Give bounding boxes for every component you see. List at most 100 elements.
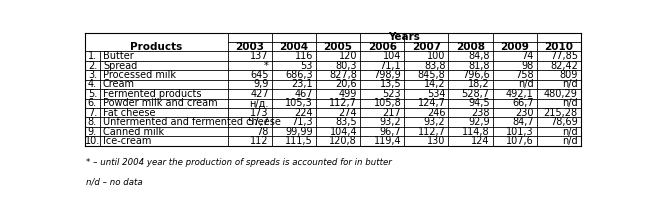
Text: 124,7: 124,7: [417, 98, 445, 108]
Text: 120,8: 120,8: [329, 136, 357, 146]
Text: 2008: 2008: [456, 42, 485, 52]
Text: 645: 645: [250, 70, 269, 80]
Text: 480,29: 480,29: [544, 89, 578, 99]
Text: 4.: 4.: [88, 79, 97, 89]
Text: 528,7: 528,7: [461, 89, 490, 99]
Text: 2010: 2010: [544, 42, 573, 52]
Text: 84,7: 84,7: [512, 117, 534, 127]
Text: 238: 238: [471, 108, 490, 118]
Text: 8.: 8.: [88, 117, 97, 127]
Text: 105,8: 105,8: [373, 98, 401, 108]
Text: 66,7: 66,7: [512, 98, 534, 108]
Text: 2007: 2007: [411, 42, 441, 52]
Text: 215,28: 215,28: [543, 108, 578, 118]
Text: 5.: 5.: [88, 89, 97, 99]
Text: 10.: 10.: [85, 136, 100, 146]
Text: 93,2: 93,2: [424, 117, 445, 127]
Text: 107,6: 107,6: [506, 136, 534, 146]
Text: 74: 74: [521, 51, 534, 61]
Text: 217: 217: [382, 108, 401, 118]
Text: 112: 112: [250, 136, 269, 146]
Text: 83,5: 83,5: [336, 117, 357, 127]
Text: Products: Products: [130, 42, 182, 52]
Text: 84,8: 84,8: [468, 51, 490, 61]
Text: n/d: n/d: [562, 136, 578, 146]
Text: 6.: 6.: [88, 98, 97, 108]
Text: n/d – no data: n/d – no data: [86, 178, 142, 187]
Text: 112,7: 112,7: [329, 98, 357, 108]
Text: 274: 274: [338, 108, 357, 118]
Text: 246: 246: [427, 108, 445, 118]
Text: Butter: Butter: [103, 51, 134, 61]
Text: 845,8: 845,8: [418, 70, 445, 80]
Text: 9.: 9.: [88, 127, 97, 137]
Text: 2005: 2005: [324, 42, 353, 52]
Text: 99,99: 99,99: [285, 127, 313, 137]
Text: 2.: 2.: [88, 60, 97, 71]
Text: 9,9: 9,9: [254, 79, 269, 89]
Text: Years: Years: [388, 32, 421, 42]
Text: 92,9: 92,9: [468, 117, 490, 127]
Text: 83,8: 83,8: [424, 60, 445, 71]
Text: 124: 124: [471, 136, 490, 146]
Text: 224: 224: [294, 108, 313, 118]
Text: 77,85: 77,85: [550, 51, 578, 61]
Text: 492,1: 492,1: [506, 89, 534, 99]
Text: Fat cheese: Fat cheese: [103, 108, 155, 118]
Text: 81,8: 81,8: [468, 60, 490, 71]
Text: 809: 809: [560, 70, 578, 80]
Text: 796,6: 796,6: [462, 70, 490, 80]
Text: Spread: Spread: [103, 60, 137, 71]
Text: 104,4: 104,4: [329, 127, 357, 137]
Text: Fermented products: Fermented products: [103, 89, 201, 99]
Text: 14,2: 14,2: [424, 79, 445, 89]
Text: 499: 499: [339, 89, 357, 99]
Text: 96,7: 96,7: [380, 127, 401, 137]
Text: 78,69: 78,69: [550, 117, 578, 127]
Text: 104: 104: [383, 51, 401, 61]
Text: Canned milk: Canned milk: [103, 127, 164, 137]
Text: 137: 137: [250, 51, 269, 61]
Text: n/d: n/d: [562, 79, 578, 89]
Text: 82,42: 82,42: [550, 60, 578, 71]
Text: 23,1: 23,1: [291, 79, 313, 89]
Text: 18,2: 18,2: [468, 79, 490, 89]
Text: Unfermented and fermented cheese: Unfermented and fermented cheese: [103, 117, 281, 127]
Text: 120: 120: [338, 51, 357, 61]
Text: Powder milk and cream: Powder milk and cream: [103, 98, 217, 108]
Text: 114,8: 114,8: [462, 127, 490, 137]
Text: Processed milk: Processed milk: [103, 70, 176, 80]
Text: 78: 78: [256, 127, 269, 137]
Text: 2003: 2003: [236, 42, 265, 52]
Text: 57,7: 57,7: [247, 117, 269, 127]
Text: 130: 130: [427, 136, 445, 146]
Text: 111,5: 111,5: [285, 136, 313, 146]
Text: 116: 116: [294, 51, 313, 61]
Text: 53: 53: [301, 60, 313, 71]
Text: Ice-cream: Ice-cream: [103, 136, 151, 146]
Text: 523: 523: [382, 89, 401, 99]
Text: н/д.: н/д.: [250, 98, 269, 108]
Text: 534: 534: [427, 89, 445, 99]
Text: 686,3: 686,3: [285, 70, 313, 80]
Text: 827,8: 827,8: [329, 70, 357, 80]
Text: 101,3: 101,3: [506, 127, 534, 137]
Text: n/d: n/d: [562, 98, 578, 108]
Text: n/d: n/d: [518, 79, 534, 89]
Text: 71,3: 71,3: [291, 117, 313, 127]
Text: 80,3: 80,3: [336, 60, 357, 71]
Text: 230: 230: [515, 108, 534, 118]
Text: 112,7: 112,7: [417, 127, 445, 137]
Text: 427: 427: [250, 89, 269, 99]
Text: 94,5: 94,5: [468, 98, 490, 108]
Text: 798,9: 798,9: [373, 70, 401, 80]
Text: *: *: [264, 60, 269, 71]
Text: 758: 758: [515, 70, 534, 80]
Text: 2004: 2004: [280, 42, 309, 52]
Text: 105,3: 105,3: [285, 98, 313, 108]
Text: * – until 2004 year the production of spreads is accounted for in butter: * – until 2004 year the production of sp…: [86, 158, 391, 167]
Text: 467: 467: [294, 89, 313, 99]
Text: Cream: Cream: [103, 79, 135, 89]
Text: 20,6: 20,6: [336, 79, 357, 89]
Text: 2009: 2009: [500, 42, 529, 52]
